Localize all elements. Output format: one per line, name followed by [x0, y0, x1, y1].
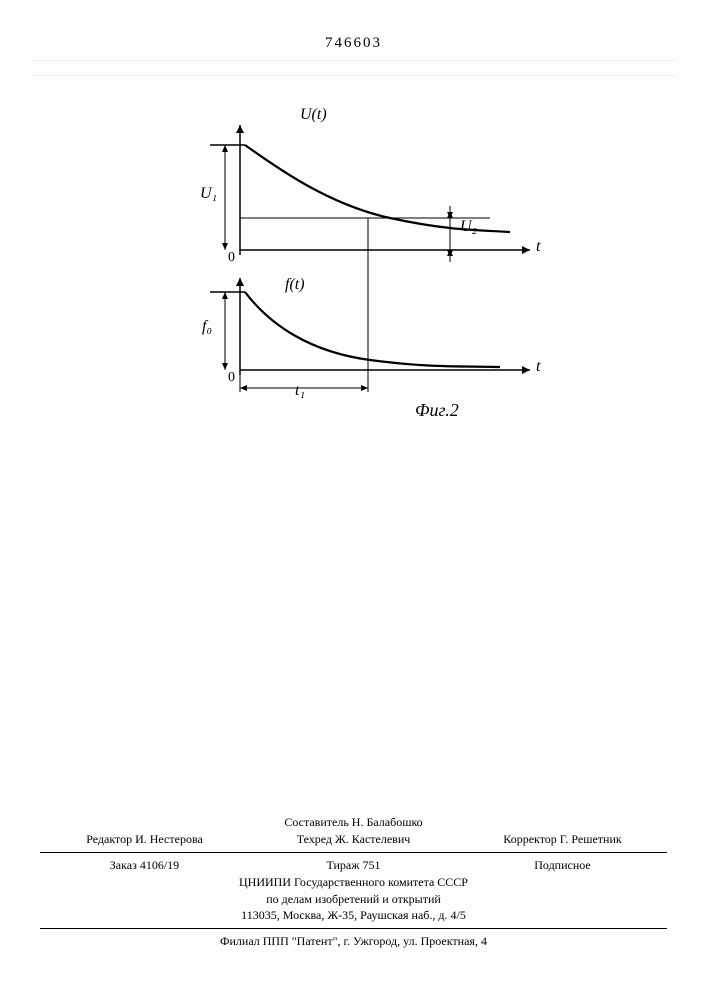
- label-t-upper: t: [536, 238, 540, 256]
- techred: Техред Ж. Кастелевич: [249, 831, 458, 848]
- origin-lower: 0: [228, 370, 235, 386]
- noise-line: [30, 75, 677, 76]
- divider: [40, 852, 667, 853]
- t1-dim-arrow-right: [361, 385, 368, 391]
- origin-upper: 0: [228, 250, 235, 266]
- subscription: Подписное: [458, 857, 667, 874]
- compiler-line: Составитель Н. Балабошко: [40, 814, 667, 831]
- label-f0: f₀: [202, 318, 212, 336]
- u1-dim-arrow-bot: [222, 243, 228, 250]
- corrector: Корректор Г. Решетник: [458, 831, 667, 848]
- figure-svg: [150, 100, 570, 420]
- label-t1: t₁: [295, 382, 305, 400]
- label-t-lower: t: [536, 358, 540, 376]
- y-axis-arrow-lower: [236, 278, 244, 286]
- page: 746603: [0, 0, 707, 1000]
- address-2: Филиал ППП "Патент", г. Ужгород, ул. Про…: [40, 933, 667, 950]
- u1-dim-arrow-top: [222, 145, 228, 152]
- org-line-1: ЦНИИПИ Государственного комитета СССР: [40, 874, 667, 891]
- y-axis-arrow-upper: [236, 125, 244, 133]
- document-number: 746603: [0, 35, 707, 52]
- chart-f-of-t: [210, 278, 530, 392]
- address-1: 113035, Москва, Ж-35, Раушская наб., д. …: [40, 907, 667, 924]
- imprint-footer: Составитель Н. Балабошко Редактор И. Нес…: [40, 814, 667, 950]
- order-row: Заказ 4106/19 Тираж 751 Подписное: [40, 857, 667, 874]
- figure-caption: Фиг.2: [415, 400, 459, 421]
- label-u2: U₂: [460, 218, 477, 236]
- order-number: Заказ 4106/19: [40, 857, 249, 874]
- f0-dim-arrow-top: [222, 292, 228, 299]
- credits-row: Редактор И. Нестерова Техред Ж. Кастелев…: [40, 831, 667, 848]
- org-line-2: по делам изобретений и открытий: [40, 891, 667, 908]
- editor: Редактор И. Нестерова: [40, 831, 249, 848]
- x-axis-arrow-upper: [522, 246, 530, 254]
- chart-u-of-t: [210, 125, 530, 370]
- label-f-of-t: f(t): [285, 276, 305, 294]
- label-u1: U₁: [200, 185, 217, 203]
- noise-line: [30, 60, 677, 61]
- tirage: Тираж 751: [249, 857, 458, 874]
- label-u-of-t: U(t): [300, 106, 327, 124]
- divider: [40, 928, 667, 929]
- figure-2: U(t) U₁ U₂ t 0 f(t) f₀ t 0 t₁ Фиг.2: [150, 100, 570, 420]
- curve-f-of-t: [245, 292, 500, 367]
- f0-dim-arrow-bot: [222, 363, 228, 370]
- x-axis-arrow-lower: [522, 366, 530, 374]
- t1-dim-arrow-left: [240, 385, 247, 391]
